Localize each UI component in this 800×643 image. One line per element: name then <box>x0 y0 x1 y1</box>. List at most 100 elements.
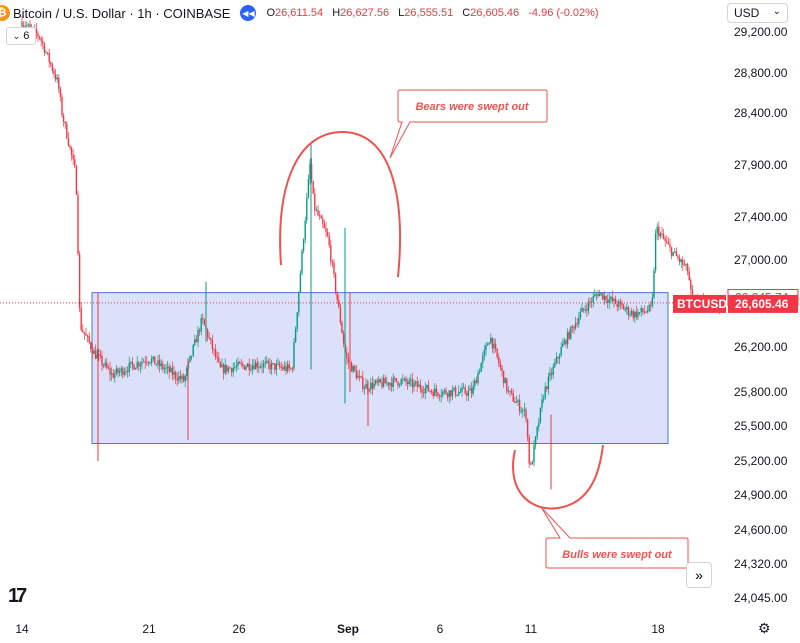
candle-body <box>154 356 156 365</box>
candle-body <box>138 362 140 367</box>
gear-icon[interactable]: ⚙ <box>758 620 771 636</box>
candle-body <box>245 366 247 370</box>
candle-body <box>42 40 44 44</box>
candle-body <box>675 251 678 256</box>
candle-body <box>534 436 537 445</box>
candle-body <box>40 38 42 41</box>
candle-body <box>515 401 518 403</box>
candle-body <box>54 74 57 80</box>
time-axis: 14 21 26 Sep 6 11 18 <box>15 622 665 636</box>
candle-body <box>650 305 652 307</box>
candle-body <box>566 332 569 345</box>
candle-body <box>531 462 534 465</box>
candle-body <box>648 305 650 311</box>
candle-body <box>136 362 138 369</box>
candle-body <box>69 145 71 148</box>
candle-body <box>86 335 89 337</box>
candle-body <box>506 378 508 392</box>
candle-body <box>387 382 390 386</box>
candle-body <box>669 244 671 248</box>
candle-body <box>514 401 516 403</box>
tradingview-logo[interactable]: 17 <box>8 585 27 608</box>
candle-body <box>491 337 494 349</box>
candle-body <box>107 367 110 369</box>
candle-body <box>323 224 326 229</box>
candle-body <box>686 263 689 272</box>
candle-body <box>90 342 92 350</box>
candle-body <box>376 380 378 383</box>
open-label: O <box>266 7 276 19</box>
candle-body <box>563 340 566 344</box>
candle-body <box>614 298 617 305</box>
candle-body <box>256 362 258 368</box>
candle-body <box>282 367 284 370</box>
candle-body <box>302 239 305 251</box>
indicator-count: 6 <box>23 30 30 42</box>
candle-body <box>298 291 300 313</box>
candle-body <box>464 387 466 394</box>
candle-body <box>552 366 554 375</box>
candle-body <box>381 382 383 387</box>
range-box[interactable] <box>91 292 669 444</box>
price-tick-label: 28,800.00 <box>734 66 788 80</box>
candle-body <box>322 218 324 225</box>
candle-body <box>670 247 673 256</box>
price-tick-label: 27,000.00 <box>734 253 788 267</box>
candle-body <box>122 368 124 375</box>
candle-body <box>427 384 430 392</box>
indicators-toggle[interactable]: ⌄ 6 <box>6 27 36 45</box>
rewind-icon[interactable]: ◀◀ <box>240 5 257 21</box>
candle-body <box>482 355 484 363</box>
candle-body <box>509 390 511 392</box>
candle-body <box>426 384 428 389</box>
candle-body <box>451 390 454 397</box>
candle-body <box>538 422 540 427</box>
candle-body <box>347 358 350 363</box>
logo-text: 17 <box>8 585 27 607</box>
candle-body <box>646 310 649 312</box>
candle-body <box>186 367 188 376</box>
candle-body <box>117 368 119 373</box>
candle-body <box>378 379 380 383</box>
candle-body <box>101 356 103 366</box>
candle-body <box>373 383 375 389</box>
currency-select[interactable]: USD ⌄ <box>727 3 788 23</box>
candle-body <box>368 389 370 391</box>
candle-body <box>37 33 39 37</box>
candle-body <box>589 301 591 303</box>
bears-sweep-arc <box>279 130 401 278</box>
candle-body <box>554 362 556 367</box>
candle-body <box>158 360 161 367</box>
symbol-title[interactable]: Bitcoin / U.S. Dollar · 1h · COINBASE <box>13 5 231 21</box>
candle-body <box>307 179 310 198</box>
price-tick-label: 28,400.00 <box>734 106 788 120</box>
candle-body <box>251 365 254 370</box>
candle-body <box>582 308 585 310</box>
candle-body <box>62 115 65 122</box>
candle-body <box>157 360 159 365</box>
candle-body <box>392 377 394 387</box>
candle-body <box>275 363 278 370</box>
candle-body <box>379 379 382 383</box>
bears-callout-box <box>389 89 548 159</box>
candle-body <box>453 387 455 391</box>
candle-body <box>206 329 209 338</box>
candle-body <box>418 384 420 387</box>
candle-body <box>683 265 686 267</box>
candle-body <box>654 233 657 271</box>
candle-body <box>592 296 594 303</box>
candle-body <box>358 375 361 377</box>
scroll-to-realtime-button[interactable]: » <box>686 562 712 588</box>
candle-body <box>51 64 54 71</box>
candle-body <box>147 362 150 364</box>
candle-body <box>336 291 338 301</box>
candle-body <box>82 330 84 332</box>
candle-body <box>606 300 609 303</box>
candle-body <box>533 444 535 463</box>
candle-body <box>72 154 74 160</box>
candle-body <box>475 380 478 384</box>
price-axis: 29,200.00 28,800.00 28,400.00 27,900.00 27,4… <box>734 25 788 605</box>
time-tick-label: 11 <box>525 622 538 636</box>
candle-body <box>594 294 596 297</box>
